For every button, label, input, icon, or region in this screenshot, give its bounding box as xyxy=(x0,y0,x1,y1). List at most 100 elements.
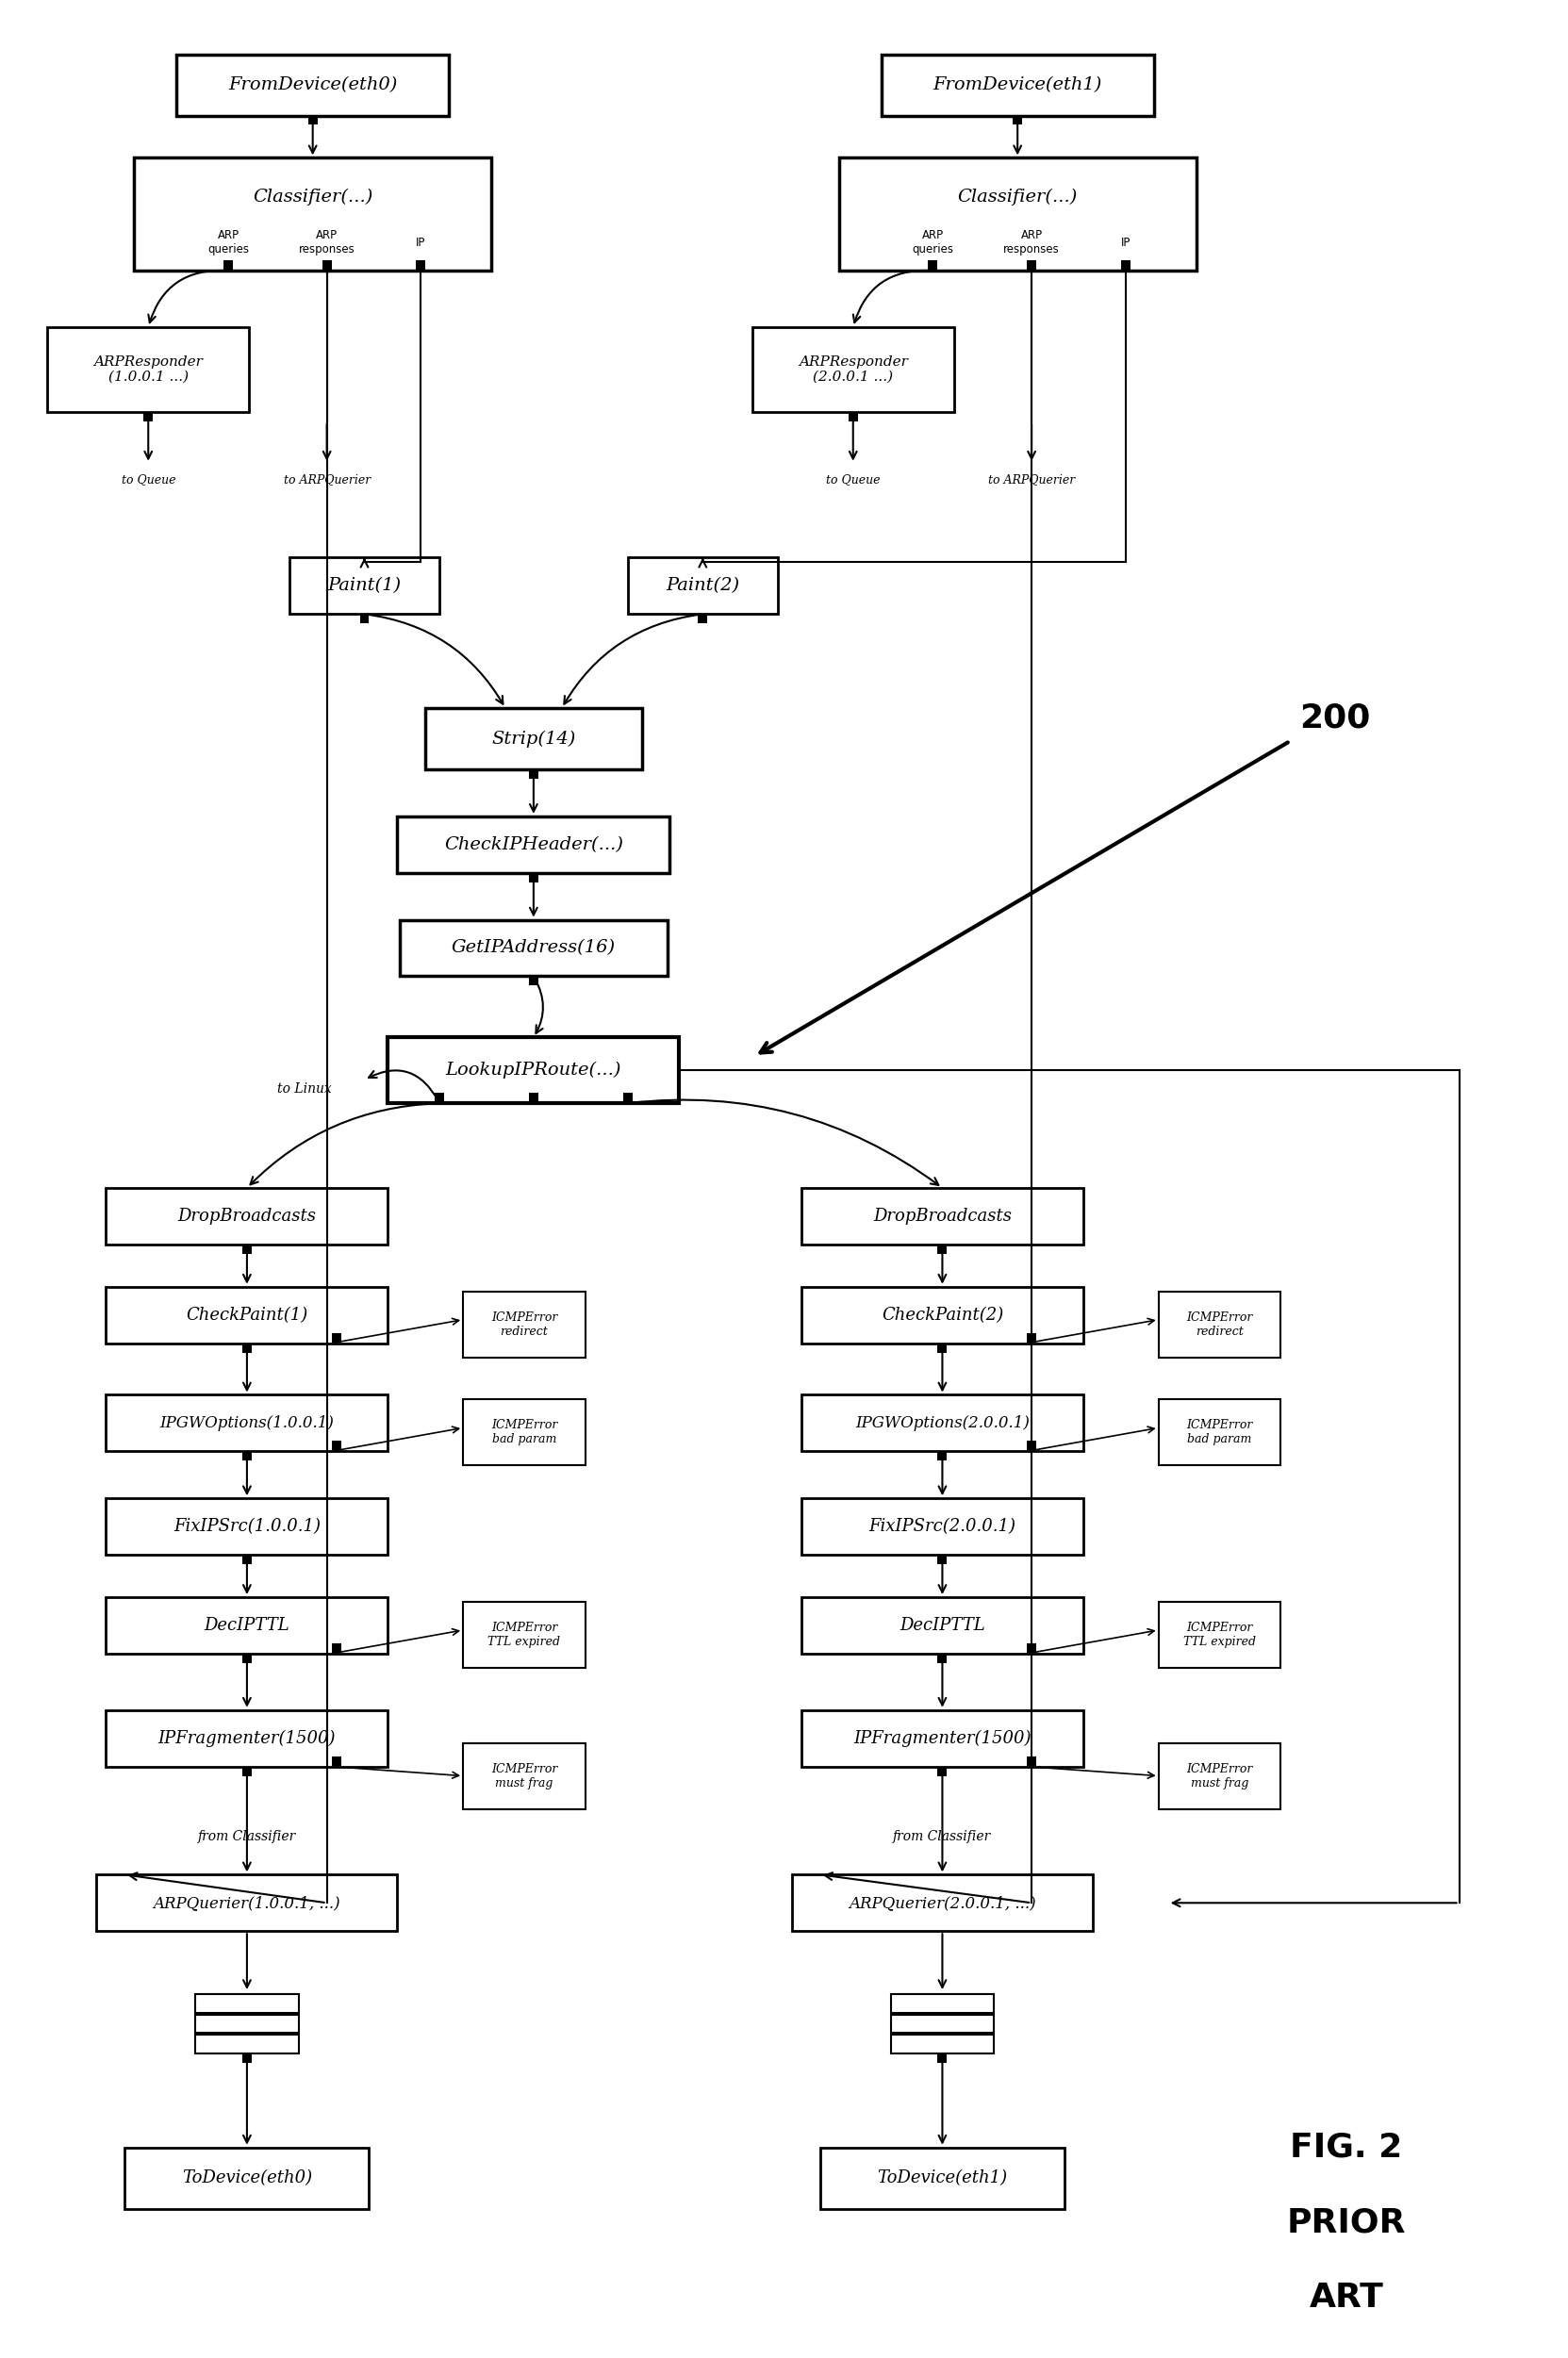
Bar xyxy=(107,1396,387,1450)
Bar xyxy=(224,259,234,269)
Bar xyxy=(698,613,707,623)
Bar xyxy=(241,1450,251,1460)
Text: ARPResponder
(2.0.0.1 ...): ARPResponder (2.0.0.1 ...) xyxy=(798,356,908,384)
Bar xyxy=(241,1245,251,1254)
Bar xyxy=(891,2035,994,2054)
Bar xyxy=(891,1995,994,2014)
Text: 200: 200 xyxy=(1300,703,1370,733)
Bar xyxy=(792,1875,1093,1931)
Text: DropBroadcasts: DropBroadcasts xyxy=(177,1207,317,1224)
Text: CheckIPHeader(...): CheckIPHeader(...) xyxy=(444,837,622,854)
Bar xyxy=(801,1287,1083,1344)
Text: LookupIPRoute(...): LookupIPRoute(...) xyxy=(445,1061,621,1080)
Bar xyxy=(425,707,641,769)
Text: Classifier(...): Classifier(...) xyxy=(958,189,1077,205)
Text: Paint(1): Paint(1) xyxy=(328,578,401,594)
Text: Paint(2): Paint(2) xyxy=(666,578,740,594)
Text: ARPQuerier(2.0.0.1, ...): ARPQuerier(2.0.0.1, ...) xyxy=(848,1896,1036,1910)
Bar xyxy=(881,54,1154,116)
Text: IPFragmenter(1500): IPFragmenter(1500) xyxy=(853,1731,1032,1747)
Bar xyxy=(1159,1292,1281,1358)
Text: IP: IP xyxy=(416,236,425,248)
Text: ICMPError
redirect: ICMPError redirect xyxy=(491,1311,557,1337)
Bar xyxy=(928,259,938,269)
Bar xyxy=(938,1245,947,1254)
Bar xyxy=(801,1596,1083,1653)
Bar xyxy=(463,1401,585,1464)
Bar xyxy=(801,1188,1083,1245)
Bar xyxy=(387,1038,679,1104)
Bar xyxy=(528,1092,538,1101)
Bar xyxy=(359,613,368,623)
Bar xyxy=(1121,259,1131,269)
Text: ARP
queries: ARP queries xyxy=(913,229,953,255)
Bar xyxy=(97,1875,397,1931)
Bar xyxy=(1027,1441,1036,1450)
Bar xyxy=(801,1497,1083,1554)
Bar xyxy=(434,1092,444,1101)
Bar xyxy=(528,769,538,778)
Text: to ARPQuerier: to ARPQuerier xyxy=(988,474,1076,486)
Text: ARP
responses: ARP responses xyxy=(1004,229,1060,255)
Text: to Linux: to Linux xyxy=(278,1082,331,1096)
Bar xyxy=(241,1653,251,1662)
Bar xyxy=(47,328,249,413)
Bar xyxy=(622,1092,632,1101)
Bar xyxy=(135,158,491,271)
Bar xyxy=(241,1344,251,1353)
Bar xyxy=(1013,116,1022,125)
Bar xyxy=(331,1644,340,1653)
Bar xyxy=(1027,1757,1036,1766)
Text: ICMPError
bad param: ICMPError bad param xyxy=(491,1420,557,1445)
Text: FromDevice(eth0): FromDevice(eth0) xyxy=(229,75,397,94)
Text: to Queue: to Queue xyxy=(826,474,880,486)
Text: GetIPAddress(16): GetIPAddress(16) xyxy=(452,938,616,957)
Bar xyxy=(848,413,858,422)
Bar xyxy=(331,1441,340,1450)
Bar xyxy=(801,1710,1083,1766)
Text: ICMPError
TTL expired: ICMPError TTL expired xyxy=(1184,1622,1256,1648)
Text: DecIPTTL: DecIPTTL xyxy=(204,1618,290,1634)
Text: ICMPError
must frag: ICMPError must frag xyxy=(491,1764,557,1790)
Text: from Classifier: from Classifier xyxy=(198,1830,296,1844)
Text: ART: ART xyxy=(1309,2283,1383,2313)
Bar xyxy=(801,1396,1083,1450)
Text: Strip(14): Strip(14) xyxy=(491,731,575,747)
Text: FixIPSrc(2.0.0.1): FixIPSrc(2.0.0.1) xyxy=(869,1519,1016,1535)
Bar xyxy=(321,259,331,269)
Bar xyxy=(307,116,317,125)
Bar xyxy=(177,54,448,116)
Bar xyxy=(331,1757,340,1766)
Text: CheckPaint(2): CheckPaint(2) xyxy=(881,1306,1004,1323)
Text: IPFragmenter(1500): IPFragmenter(1500) xyxy=(158,1731,336,1747)
Bar xyxy=(938,1653,947,1662)
Text: ARPQuerier(1.0.0.1, ...): ARPQuerier(1.0.0.1, ...) xyxy=(154,1896,340,1910)
Text: ARP
queries: ARP queries xyxy=(207,229,249,255)
Bar xyxy=(289,556,439,613)
Bar xyxy=(1027,1644,1036,1653)
Bar xyxy=(107,1188,387,1245)
Bar xyxy=(938,1554,947,1563)
Bar xyxy=(820,2148,1065,2209)
Text: ARPResponder
(1.0.0.1 ...): ARPResponder (1.0.0.1 ...) xyxy=(94,356,202,384)
Bar xyxy=(331,1332,340,1342)
Bar xyxy=(1027,259,1036,269)
Bar xyxy=(1159,1601,1281,1667)
Bar xyxy=(241,1554,251,1563)
Bar xyxy=(241,2054,251,2063)
Text: to ARPQuerier: to ARPQuerier xyxy=(284,474,370,486)
Bar xyxy=(107,1497,387,1554)
Text: FixIPSrc(1.0.0.1): FixIPSrc(1.0.0.1) xyxy=(174,1519,320,1535)
Bar xyxy=(196,2014,298,2033)
Bar xyxy=(938,2054,947,2063)
Text: ToDevice(eth1): ToDevice(eth1) xyxy=(877,2169,1008,2186)
Bar xyxy=(1027,1332,1036,1342)
Bar xyxy=(938,1766,947,1776)
Bar xyxy=(397,816,670,872)
Text: ARP
responses: ARP responses xyxy=(298,229,354,255)
Bar xyxy=(144,413,154,422)
Bar xyxy=(463,1601,585,1667)
Text: ICMPError
bad param: ICMPError bad param xyxy=(1187,1420,1253,1445)
Bar xyxy=(400,920,668,976)
Bar xyxy=(107,1287,387,1344)
